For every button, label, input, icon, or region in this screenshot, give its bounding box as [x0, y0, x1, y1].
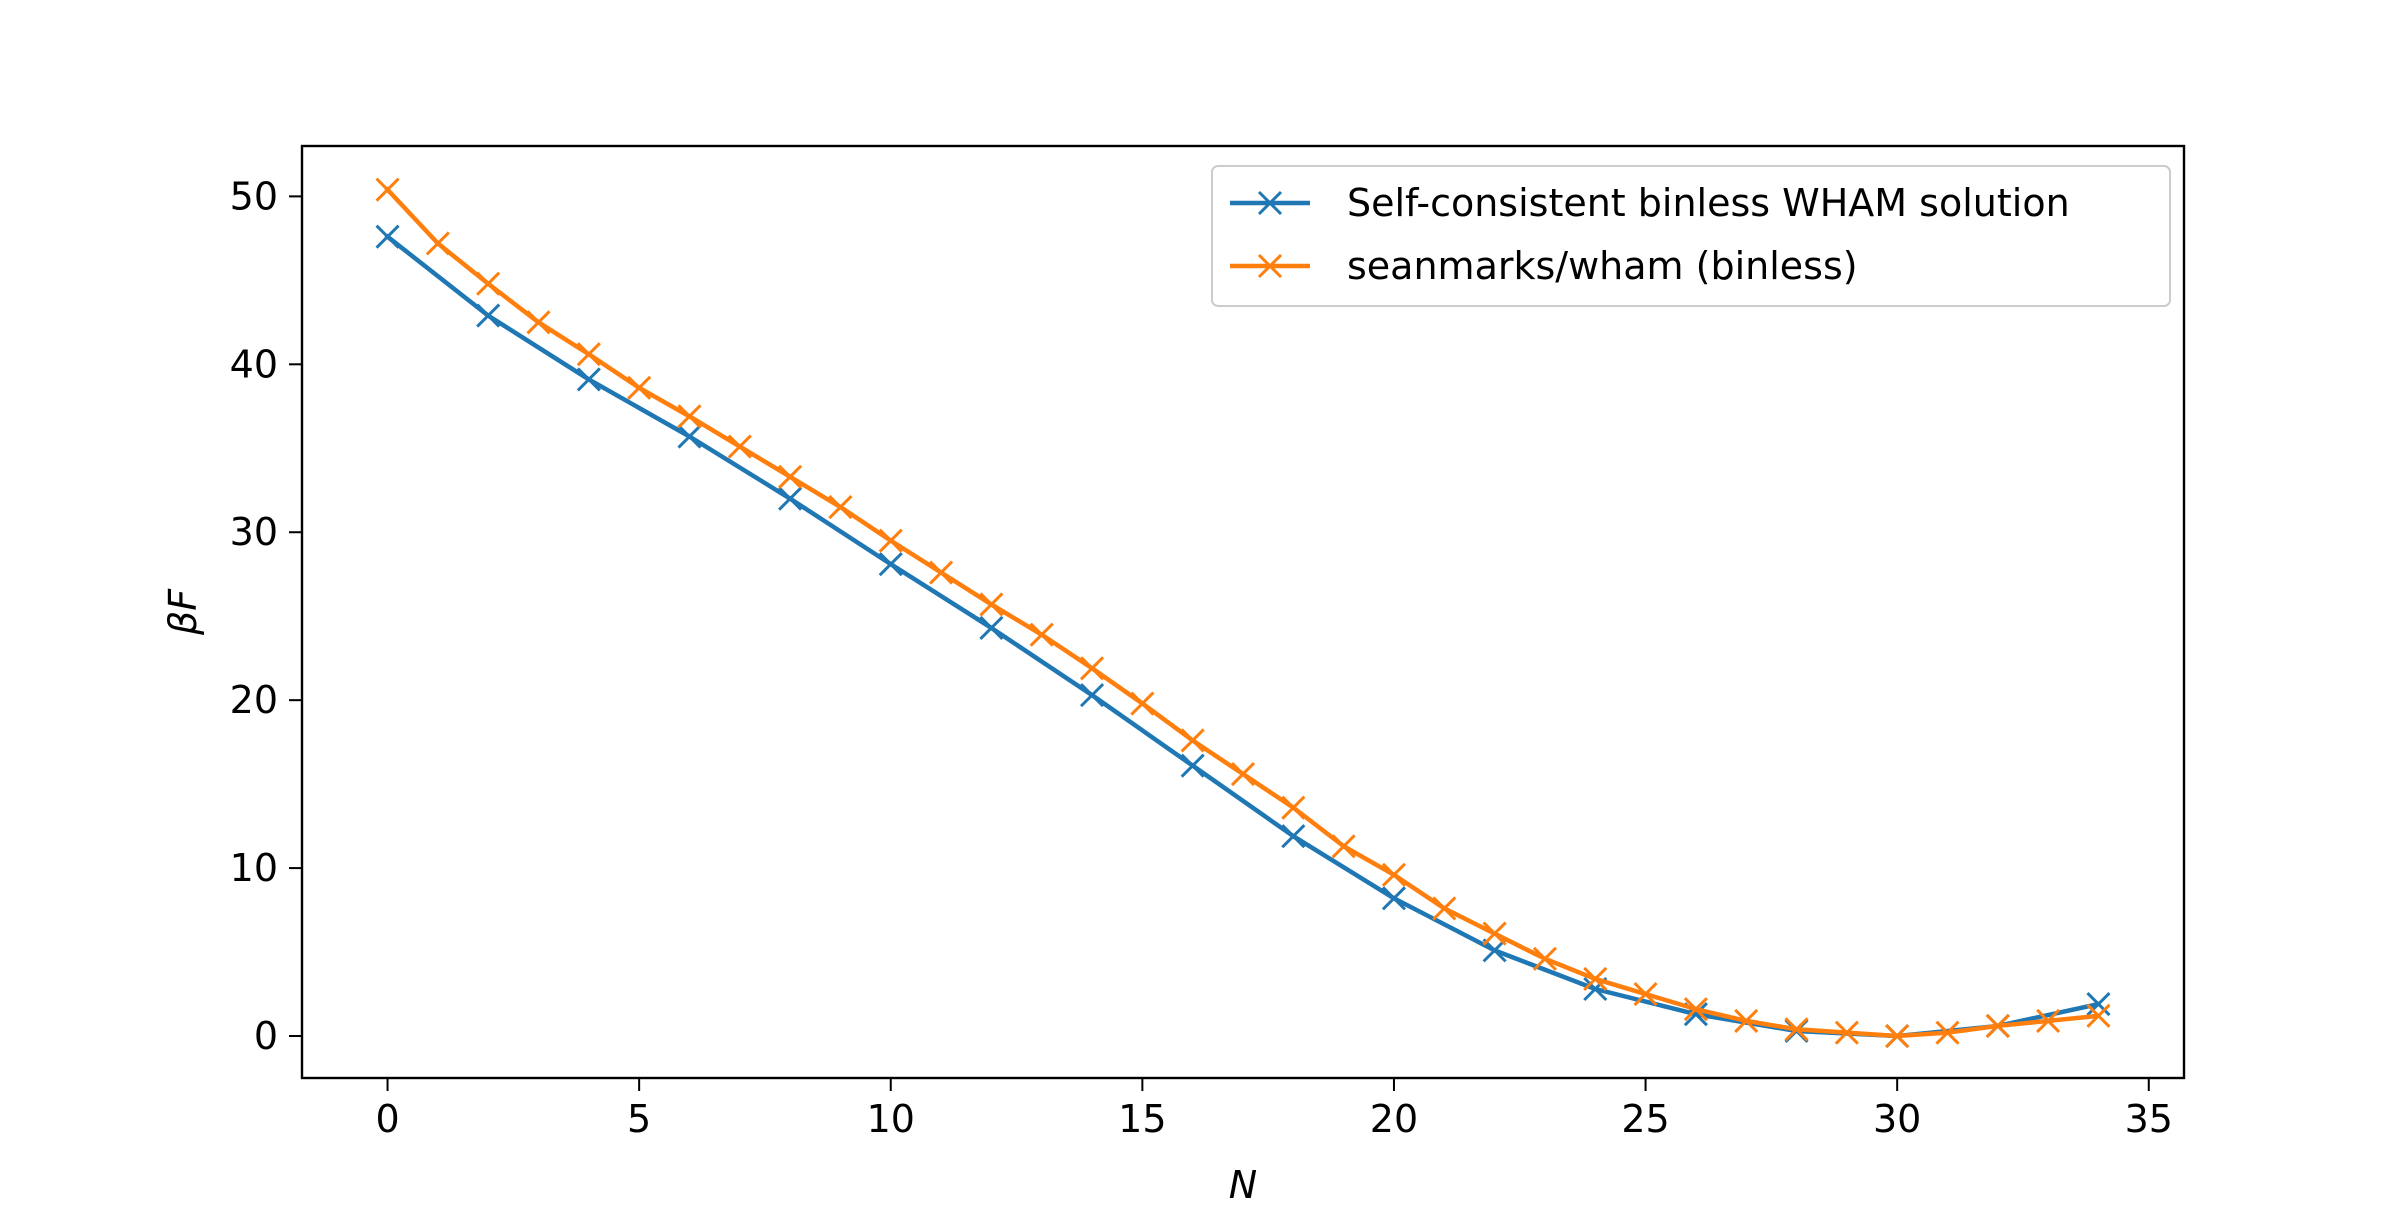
data-point-marker: [677, 424, 702, 449]
series-line: [384, 186, 2101, 1039]
x-tick-label: 25: [1621, 1097, 1669, 1141]
x-tick-label: 5: [627, 1097, 651, 1141]
data-point-marker: [2036, 1008, 2061, 1033]
legend: Self-consistent binless WHAM solution sea…: [1211, 165, 2171, 307]
x-tick-label: 10: [867, 1097, 915, 1141]
data-point-marker: [2086, 1003, 2111, 1028]
legend-entry: Self-consistent binless WHAM solution: [1230, 181, 2070, 225]
x-tick-label: 20: [1370, 1097, 1418, 1141]
data-point-marker: [677, 404, 702, 429]
legend-swatch-marker: [1257, 253, 1283, 279]
data-point-marker: [1381, 862, 1407, 887]
data-point-marker: [1331, 834, 1356, 859]
data-point-marker: [1683, 997, 1708, 1022]
data-point-marker: [576, 342, 601, 367]
series-1: [375, 224, 2111, 1049]
y-tick-label: 20: [230, 678, 278, 722]
data-point-marker: [1935, 1020, 1960, 1045]
data-point-marker: [979, 592, 1004, 617]
data-point-marker: [1482, 921, 1507, 946]
data-point-marker: [1381, 886, 1407, 911]
series-line: [384, 233, 2102, 1039]
x-tick-label: 30: [1873, 1097, 1921, 1141]
data-point-marker: [375, 177, 400, 202]
plot-frame: [300, 144, 2186, 1080]
data-point-marker: [375, 224, 400, 249]
y-tick-label: 40: [230, 342, 278, 386]
data-point-marker: [878, 528, 903, 553]
x-tick-label: 15: [1118, 1097, 1166, 1141]
data-point-marker: [878, 552, 903, 577]
data-point-marker: [1281, 795, 1306, 820]
data-point-marker: [1532, 946, 1557, 971]
series-2: [375, 177, 2111, 1049]
data-point-marker: [476, 303, 501, 328]
data-point-marker: [1079, 656, 1105, 681]
data-point-marker: [1482, 938, 1507, 963]
data-point-marker: [929, 560, 954, 585]
data-point-marker: [2086, 992, 2111, 1017]
data-point-marker: [778, 486, 803, 511]
data-point-marker: [526, 310, 551, 335]
y-tick-label: 50: [230, 174, 278, 218]
x-tick-label: 0: [375, 1097, 399, 1141]
data-point-marker: [425, 231, 450, 256]
data-point-marker: [1079, 683, 1105, 708]
legend-label: Self-consistent binless WHAM solution: [1347, 181, 2070, 225]
y-axis-label: βF: [161, 588, 205, 636]
y-tick-label: 10: [230, 846, 278, 890]
x-tick-label: 35: [2125, 1097, 2173, 1141]
data-point-marker: [1230, 761, 1256, 787]
x-axis-label: N: [1229, 1163, 1257, 1200]
data-point-marker: [1985, 1013, 2010, 1039]
legend-box: [1211, 165, 2171, 307]
data-point-marker: [1885, 1023, 1910, 1049]
axis-ticks: 0 5 10 15 20 25 30 35 0 10 20 30 40 50: [230, 174, 2173, 1141]
data-point-marker: [1432, 896, 1457, 921]
data-point-marker: [1180, 728, 1205, 753]
series-layer: [375, 177, 2111, 1049]
data-point-marker: [1029, 622, 1054, 647]
data-point-marker: [1583, 966, 1608, 991]
legend-swatch-marker: [1257, 190, 1283, 216]
data-point-marker: [979, 615, 1004, 641]
data-point-marker: [576, 367, 601, 392]
data-point-marker: [627, 375, 652, 400]
legend-entry: seanmarks/wham (binless): [1230, 244, 1858, 288]
legend-label: seanmarks/wham (binless): [1347, 244, 1858, 288]
data-point-marker: [1734, 1008, 1759, 1033]
data-point-marker: [727, 434, 752, 459]
y-tick-label: 0: [254, 1014, 278, 1058]
data-point-marker: [1130, 691, 1155, 716]
data-point-marker: [778, 464, 803, 489]
data-point-marker: [1633, 981, 1658, 1007]
data-point-marker: [476, 271, 501, 296]
data-point-marker: [1784, 1017, 1809, 1042]
data-point-marker: [1834, 1020, 1859, 1045]
data-point-marker: [1281, 824, 1306, 849]
data-point-marker: [828, 494, 853, 520]
y-tick-label: 30: [230, 510, 278, 554]
data-point-marker: [1180, 753, 1205, 778]
